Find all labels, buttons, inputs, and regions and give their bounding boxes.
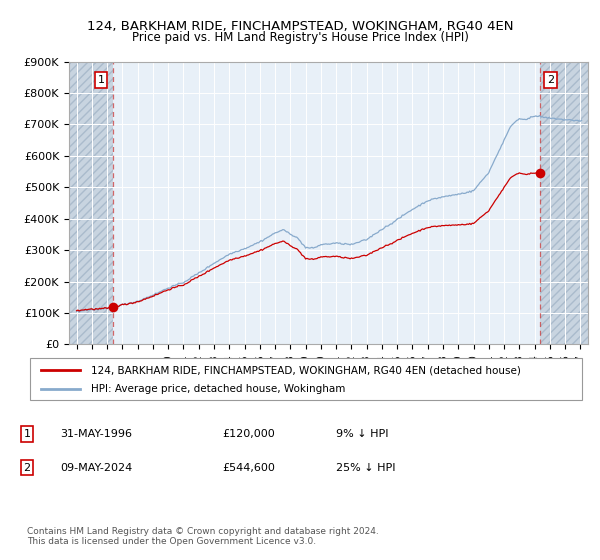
Text: 9% ↓ HPI: 9% ↓ HPI (336, 429, 389, 439)
Text: 1: 1 (23, 429, 31, 439)
Text: Price paid vs. HM Land Registry's House Price Index (HPI): Price paid vs. HM Land Registry's House … (131, 31, 469, 44)
Text: 2: 2 (23, 463, 31, 473)
Text: 124, BARKHAM RIDE, FINCHAMPSTEAD, WOKINGHAM, RG40 4EN: 124, BARKHAM RIDE, FINCHAMPSTEAD, WOKING… (87, 20, 513, 32)
Text: 1: 1 (98, 75, 105, 85)
Text: 124, BARKHAM RIDE, FINCHAMPSTEAD, WOKINGHAM, RG40 4EN (detached house): 124, BARKHAM RIDE, FINCHAMPSTEAD, WOKING… (91, 365, 521, 375)
Text: Contains HM Land Registry data © Crown copyright and database right 2024.
This d: Contains HM Land Registry data © Crown c… (27, 526, 379, 546)
Text: £120,000: £120,000 (222, 429, 275, 439)
Text: 2: 2 (547, 75, 554, 85)
Text: 25% ↓ HPI: 25% ↓ HPI (336, 463, 395, 473)
Bar (540, 62, 588, 344)
Text: 31-MAY-1996: 31-MAY-1996 (60, 429, 132, 439)
FancyBboxPatch shape (30, 358, 582, 400)
Text: £544,600: £544,600 (222, 463, 275, 473)
Bar (69, 62, 113, 344)
Text: HPI: Average price, detached house, Wokingham: HPI: Average price, detached house, Woki… (91, 384, 345, 394)
Text: 09-MAY-2024: 09-MAY-2024 (60, 463, 132, 473)
